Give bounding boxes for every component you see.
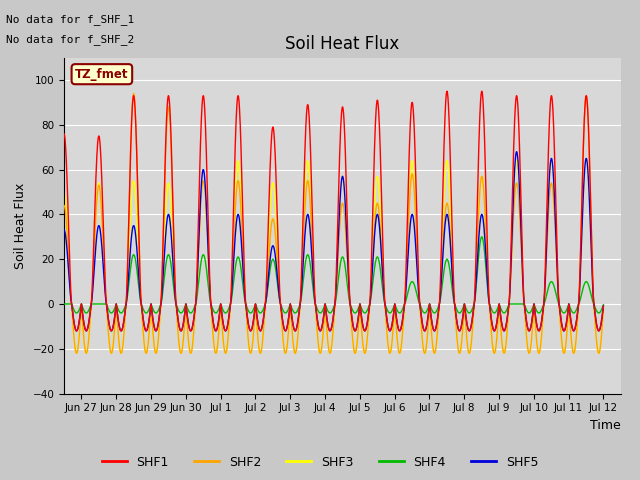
Title: Soil Heat Flux: Soil Heat Flux xyxy=(285,35,399,53)
Legend: SHF1, SHF2, SHF3, SHF4, SHF5: SHF1, SHF2, SHF3, SHF4, SHF5 xyxy=(97,451,543,474)
SHF3 xyxy=(582,156,590,161)
Line: SHF3: SHF3 xyxy=(47,158,604,353)
SHF2 xyxy=(493,333,501,339)
SHF1 xyxy=(43,301,51,307)
Line: SHF1: SHF1 xyxy=(47,91,604,331)
SHF4 xyxy=(478,234,486,240)
Line: SHF5: SHF5 xyxy=(47,152,604,331)
SHF2 xyxy=(600,305,607,311)
SHF4 xyxy=(525,310,532,316)
SHF1 xyxy=(493,318,501,324)
SHF5 xyxy=(47,328,55,334)
SHF1 xyxy=(359,322,367,327)
SHF3 xyxy=(43,301,51,307)
SHF4 xyxy=(493,307,501,312)
SHF2 xyxy=(43,301,51,307)
SHF1 xyxy=(47,328,55,334)
SHF2 xyxy=(592,331,600,336)
SHF4 xyxy=(43,301,51,307)
SHF3 xyxy=(600,305,607,311)
SHF4 xyxy=(359,308,367,313)
SHF5 xyxy=(525,327,532,333)
Line: SHF2: SHF2 xyxy=(47,94,604,353)
SHF2 xyxy=(219,333,227,339)
SHF4 xyxy=(592,307,600,312)
SHF1 xyxy=(219,317,227,323)
SHF3 xyxy=(524,348,532,354)
SHF4 xyxy=(600,302,607,308)
SHF2 xyxy=(99,226,106,232)
SHF1 xyxy=(99,195,106,201)
SHF2 xyxy=(47,350,55,356)
Text: TZ_fmet: TZ_fmet xyxy=(75,68,129,81)
SHF1 xyxy=(443,88,451,94)
SHF3 xyxy=(219,330,227,336)
SHF4 xyxy=(219,306,227,312)
SHF5 xyxy=(359,322,367,327)
SHF5 xyxy=(600,303,607,309)
SHF3 xyxy=(359,338,367,344)
X-axis label: Time: Time xyxy=(590,419,621,432)
Text: No data for f_SHF_1: No data for f_SHF_1 xyxy=(6,14,134,25)
Line: SHF4: SHF4 xyxy=(47,237,604,313)
SHF2 xyxy=(525,349,532,355)
SHF1 xyxy=(525,327,532,333)
SHF5 xyxy=(43,301,51,307)
SHF2 xyxy=(130,91,138,96)
SHF5 xyxy=(99,252,106,257)
SHF3 xyxy=(493,336,500,341)
SHF5 xyxy=(592,317,600,323)
SHF1 xyxy=(600,303,607,309)
SHF1 xyxy=(592,317,600,323)
Y-axis label: Soil Heat Flux: Soil Heat Flux xyxy=(14,182,27,269)
SHF3 xyxy=(47,350,55,356)
SHF5 xyxy=(493,320,500,326)
SHF4 xyxy=(99,301,106,307)
Text: No data for f_SHF_2: No data for f_SHF_2 xyxy=(6,34,134,45)
SHF5 xyxy=(513,149,520,155)
SHF5 xyxy=(219,317,227,323)
SHF2 xyxy=(359,341,367,347)
SHF3 xyxy=(99,225,106,230)
SHF4 xyxy=(47,310,55,316)
SHF3 xyxy=(592,331,600,336)
